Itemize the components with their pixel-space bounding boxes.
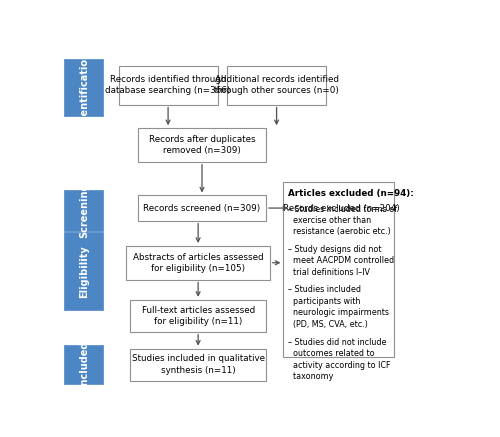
FancyBboxPatch shape [126,246,270,280]
Text: – Studies did not include
  outcomes related to
  activity according to ICF
  ta: – Studies did not include outcomes relat… [288,338,390,381]
FancyBboxPatch shape [130,300,266,332]
Text: Full-text articles assessed
for eligibility (n=11): Full-text articles assessed for eligibil… [142,306,255,326]
Text: Abstracts of articles assessed
for eligibility (n=105): Abstracts of articles assessed for eligi… [133,253,264,273]
FancyBboxPatch shape [64,232,103,310]
FancyBboxPatch shape [138,128,266,162]
FancyBboxPatch shape [130,349,266,381]
Text: Records after duplicates
removed (n=309): Records after duplicates removed (n=309) [148,135,256,155]
FancyBboxPatch shape [227,66,326,104]
Text: – Study designs did not
  meet AACPDM controlled
  trial definitions I–IV: – Study designs did not meet AACPDM cont… [288,245,394,277]
FancyBboxPatch shape [291,195,392,221]
FancyBboxPatch shape [118,66,218,104]
Text: Records screened (n=309): Records screened (n=309) [144,204,260,212]
FancyBboxPatch shape [138,195,266,221]
FancyBboxPatch shape [64,345,103,384]
FancyBboxPatch shape [64,191,103,231]
Text: Articles excluded (n=94):: Articles excluded (n=94): [288,189,414,198]
Text: Included: Included [79,341,89,388]
Text: Studies included in qualitative
synthesis (n=11): Studies included in qualitative synthesi… [132,354,264,375]
FancyBboxPatch shape [64,59,103,116]
Text: Records excluded (n=204): Records excluded (n=204) [283,204,400,212]
Text: Eligibility: Eligibility [79,245,89,298]
Text: Additional records identified
through other sources (n=0): Additional records identified through ot… [214,75,339,95]
Text: – Studies included forms of
  exercise other than
  resistance (aerobic etc.): – Studies included forms of exercise oth… [288,205,397,236]
Text: – Studies included
  participants with
  neurologic impairments
  (PD, MS, CVA, : – Studies included participants with neu… [288,285,389,329]
FancyBboxPatch shape [284,182,394,357]
Text: Screening: Screening [79,183,89,238]
Text: Records identified through
database searching (n=366): Records identified through database sear… [106,75,230,95]
Text: Identification: Identification [79,51,89,125]
